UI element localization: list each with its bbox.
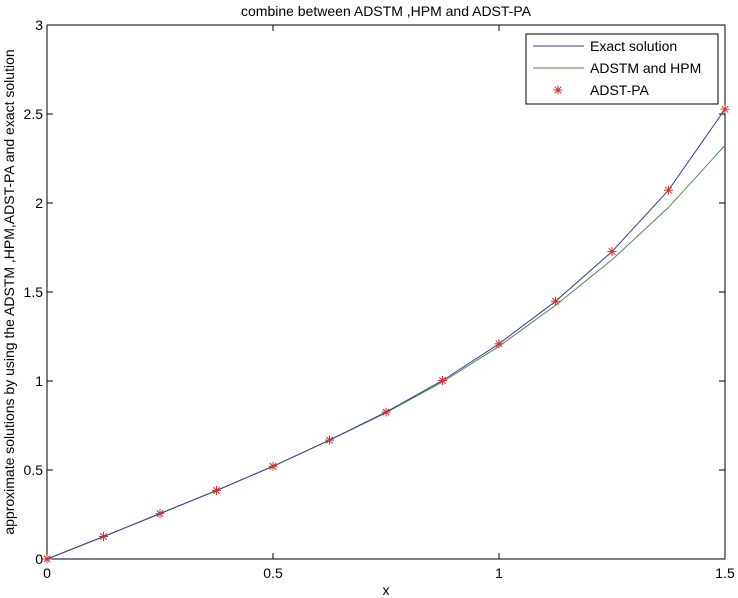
- data-point-adst-pa: [664, 185, 673, 195]
- series-layer: [42, 104, 730, 564]
- data-point-adst-pa: [381, 407, 391, 417]
- data-point-adst-pa: [212, 485, 221, 495]
- data-point-adst-pa: [42, 554, 52, 564]
- data-point-adst-pa: [607, 247, 617, 257]
- x-tick-label: 1.5: [715, 565, 735, 581]
- legend: Exact solution ADSTM and HPM ADST-PA: [525, 33, 719, 105]
- x-axis: 0 0.5 1 1.5: [43, 25, 735, 581]
- y-tick-label: 1.5: [24, 284, 44, 300]
- data-point-adst-pa: [494, 339, 504, 349]
- legend-marker-adst-pa: [553, 85, 563, 95]
- chart-title: combine between ADSTM ,HPM and ADST-PA: [241, 3, 532, 19]
- legend-label-adstm-hpm: ADSTM and HPM: [590, 60, 701, 76]
- y-tick-label: 2.5: [24, 106, 44, 122]
- y-tick-label: 2: [35, 195, 43, 211]
- data-point-adst-pa: [155, 509, 165, 519]
- data-point-adst-pa: [99, 532, 108, 542]
- x-tick-label: 0: [43, 565, 51, 581]
- data-point-adst-pa: [551, 296, 560, 306]
- y-tick-label: 1: [35, 373, 43, 389]
- data-point-adst-pa: [720, 104, 730, 114]
- y-axis-label: approximate solutions by using the ADSTM…: [1, 49, 17, 534]
- y-tick-label: 3: [35, 17, 43, 33]
- x-tick-label: 0.5: [263, 565, 283, 581]
- data-point-adst-pa: [438, 375, 447, 385]
- y-axis: 0 0.5 1 1.5 2 2.5 3: [24, 17, 725, 567]
- x-axis-label: x: [383, 582, 390, 598]
- y-tick-label: 0.5: [24, 462, 44, 478]
- data-point-adst-pa: [268, 461, 278, 471]
- y-tick-label: 0: [35, 551, 43, 567]
- legend-label-exact: Exact solution: [590, 38, 677, 54]
- plot-area: 0 0.5 1 1.5 0 0.5 1 1.5 2 2.5 3: [24, 17, 735, 581]
- legend-star-marker: [553, 85, 563, 95]
- data-point-adst-pa: [325, 435, 334, 445]
- legend-label-adst-pa: ADST-PA: [590, 82, 650, 98]
- plot-frame: [46, 24, 726, 560]
- x-tick-label: 1: [495, 565, 503, 581]
